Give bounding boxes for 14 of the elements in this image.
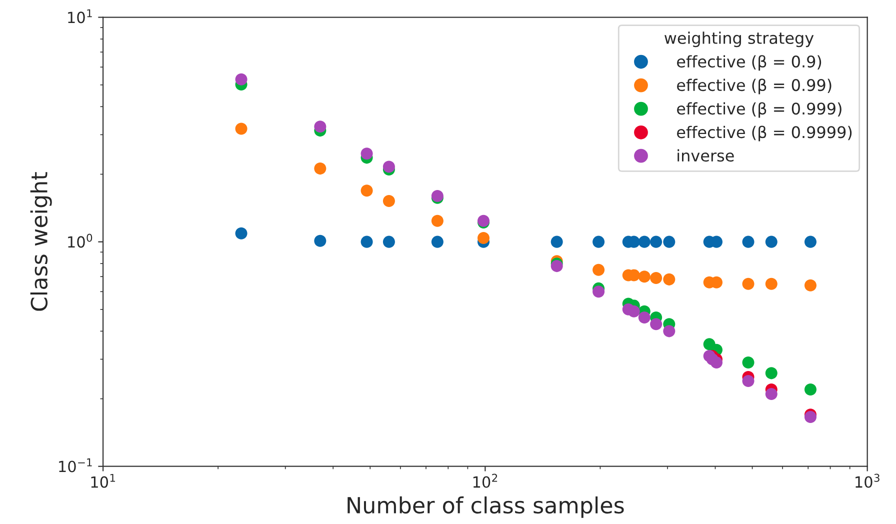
x-tick-label: 10$^{3}$ <box>856 474 880 488</box>
legend-label: effective (β = 0.99) <box>677 78 832 94</box>
y-tick-label: 10$^{1}$ <box>68 9 92 24</box>
legend-label: inverse <box>678 149 734 162</box>
x-tick-label: 10$^{2}$ <box>473 474 498 488</box>
y-tick-label: 10$^{−1}$ <box>59 458 92 472</box>
legend-label: effective (β = 0.9) <box>677 55 822 71</box>
y-tick-label: 10$^{0}$ <box>68 234 92 248</box>
y-axis-title: Class weight <box>30 172 52 311</box>
legend-label: effective (β = 0.999) <box>677 102 842 118</box>
legend-title: weighting strategy <box>664 32 814 48</box>
x-tick-label: 10$^{1}$ <box>91 474 115 488</box>
x-axis-title: Number of class samples <box>348 496 624 518</box>
legend-label: effective (β = 0.9999) <box>677 126 852 142</box>
